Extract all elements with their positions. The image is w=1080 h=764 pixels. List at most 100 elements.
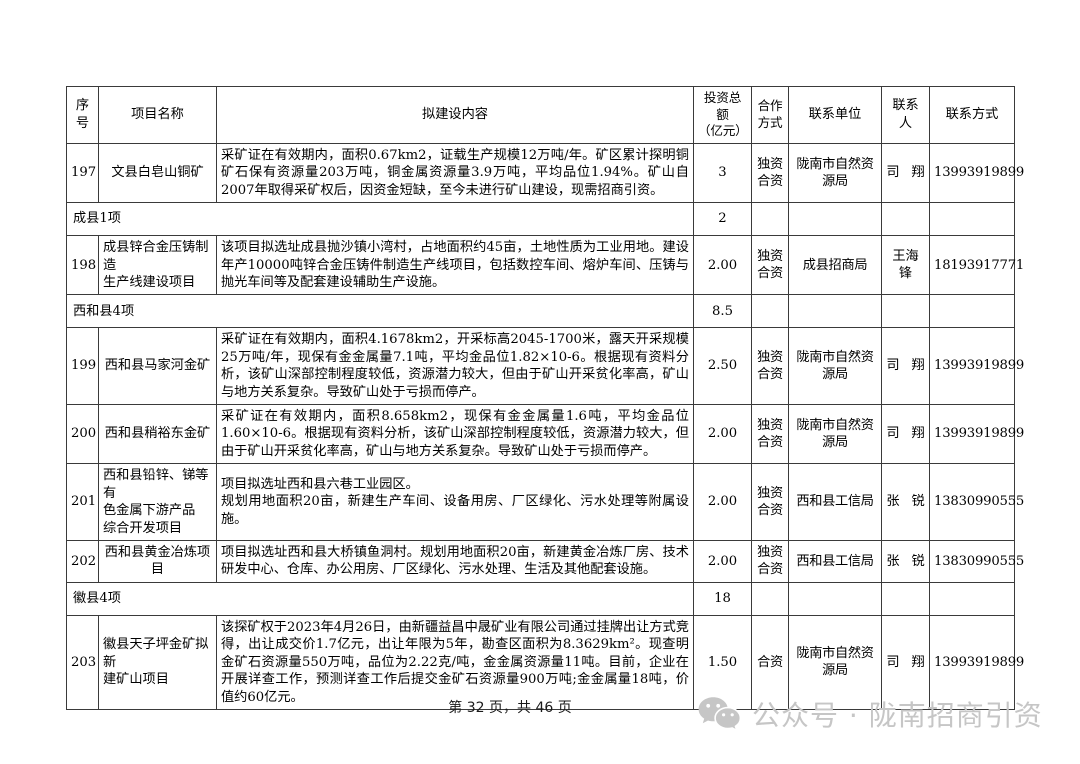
mode-line2: 合资 bbox=[757, 367, 783, 383]
column-header-contact-unit: 联系单位 bbox=[788, 86, 882, 144]
project-name-line1: 徽县天子坪金矿拟新 bbox=[103, 637, 209, 670]
row-project-name: 西和县稍裕东金矿 bbox=[98, 404, 217, 465]
row-contact-phone: 13993919899 bbox=[929, 404, 1024, 465]
group-phone-empty bbox=[929, 581, 1015, 616]
row-sequence: 197 bbox=[66, 142, 99, 204]
row-contact-phone: 13830990555 bbox=[929, 463, 1024, 541]
row-investment-amount: 2.00 bbox=[693, 404, 752, 465]
row-description: 项目拟选址西和县六巷工业园区。 规划用地面积20亩，新建生产车间、设备用房、厂区… bbox=[216, 463, 694, 541]
row-contact-phone: 13993919899 bbox=[929, 327, 1024, 406]
row-contact-unit: 西和县工信局 bbox=[788, 463, 882, 541]
person-givenname: 翔 bbox=[911, 165, 925, 181]
column-header-cooperation-mode: 合作 方式 bbox=[751, 86, 789, 144]
row-cooperation-mode: 独资 合资 bbox=[751, 540, 789, 583]
row-description: 采矿证在有效期内，面积0.67km2，证载生产规模12万吨/年。矿区累计探明铜矿… bbox=[216, 142, 694, 204]
group-mode-empty bbox=[751, 202, 789, 237]
row-investment-amount: 2.00 bbox=[693, 463, 752, 541]
mode-line1: 独资 bbox=[757, 248, 783, 264]
unit-line1: 陇南市自然资 bbox=[796, 349, 874, 365]
row-contact-person: 司翔 bbox=[881, 327, 930, 406]
unit-line1: 陇南市自然资 bbox=[796, 645, 874, 661]
row-contact-person: 张锐 bbox=[881, 540, 930, 583]
group-row: 徽县4项 18 bbox=[66, 581, 1015, 616]
row-contact-phone: 13830990555 bbox=[929, 540, 1024, 583]
mode-line1: 独资 bbox=[757, 156, 783, 172]
person-surname: 司 bbox=[886, 654, 900, 670]
column-header-seq: 序号 bbox=[66, 86, 99, 144]
watermark: 公众号 · 陇南招商引资 bbox=[697, 694, 1043, 734]
description-line2: 规划用地面积20亩，新建生产车间、设备用房、厂区绿化、污水处理等附属设施。 bbox=[221, 494, 689, 527]
row-contact-unit: 陇南市自然资 源局 bbox=[788, 614, 882, 710]
row-contact-unit: 成县招商局 bbox=[788, 235, 882, 296]
row-contact-unit: 西和县工信局 bbox=[788, 540, 882, 583]
unit-line2: 源局 bbox=[822, 435, 848, 451]
person-surname: 司 bbox=[886, 165, 900, 181]
table-row: 202 西和县黄金冶炼项目 项目拟选址西和县大桥镇鱼洞村。规划用地面积20亩，新… bbox=[66, 540, 1024, 583]
row-sequence: 202 bbox=[66, 540, 99, 583]
row-cooperation-mode: 合资 bbox=[751, 614, 789, 710]
row-description: 项目拟选址西和县大桥镇鱼洞村。规划用地面积20亩，新建黄金冶炼厂房、技术研发中心… bbox=[216, 540, 694, 583]
unit-line2: 源局 bbox=[822, 173, 848, 189]
table-header: 序号 项目名称 拟建设内容 投资总额 （亿元） 合作 方式 联系单位 联系人 联… bbox=[66, 86, 1015, 144]
project-name-line2: 生产线建设项目 bbox=[103, 274, 196, 290]
row-project-name: 文县白皂山铜矿 bbox=[98, 142, 217, 204]
project-name-line1: 西和县铅锌、锑等有 bbox=[103, 468, 209, 501]
unit-line1: 陇南市自然资 bbox=[796, 417, 874, 433]
investment-projects-table: 序号 项目名称 拟建设内容 投资总额 （亿元） 合作 方式 联系单位 联系人 联… bbox=[66, 86, 1024, 710]
row-cooperation-mode: 独资 合资 bbox=[751, 327, 789, 406]
person-surname: 张 bbox=[886, 553, 900, 569]
group-row: 西和县4项 8.5 bbox=[66, 294, 1015, 329]
person-givenname: 翔 bbox=[911, 426, 925, 442]
row-project-name: 西和县黄金冶炼项目 bbox=[98, 540, 217, 583]
page-number-footer: 第 32 页，共 46 页 bbox=[448, 700, 572, 716]
row-contact-unit: 陇南市自然资 源局 bbox=[788, 327, 882, 406]
mode-line2: 合资 bbox=[757, 503, 783, 519]
group-label: 徽县4项 bbox=[66, 581, 694, 616]
watermark-text: 公众号 · 陇南招商引资 bbox=[752, 699, 1043, 732]
project-name-line2: 建矿山项目 bbox=[103, 672, 169, 688]
mode-line2: 合资 bbox=[757, 173, 783, 189]
mode-line1: 独资 bbox=[757, 417, 783, 433]
column-header-project-name: 项目名称 bbox=[98, 86, 217, 144]
group-amount: 18 bbox=[693, 581, 752, 616]
person-surname: 司 bbox=[886, 426, 900, 442]
person-surname: 张 bbox=[886, 494, 900, 510]
group-phone-empty bbox=[929, 294, 1015, 329]
row-cooperation-mode: 独资 合资 bbox=[751, 142, 789, 204]
group-mode-empty bbox=[751, 294, 789, 329]
mode-line1: 独资 bbox=[757, 545, 783, 560]
mode-line2: 合资 bbox=[757, 562, 783, 578]
row-investment-amount: 2.50 bbox=[693, 327, 752, 406]
column-header-mode-line2: 方式 bbox=[757, 114, 783, 130]
mode-line1: 独资 bbox=[757, 349, 783, 365]
unit-line2: 源局 bbox=[822, 663, 848, 679]
column-header-description: 拟建设内容 bbox=[216, 86, 694, 144]
person-givenname: 锐 bbox=[911, 553, 925, 569]
mode-line1: 独资 bbox=[757, 485, 783, 501]
row-contact-person: 司翔 bbox=[881, 142, 930, 204]
row-contact-phone: 13993919899 bbox=[929, 142, 1024, 204]
table-row: 203 徽县天子坪金矿拟新 建矿山项目 该探矿权于2023年4月26日，由新疆益… bbox=[66, 614, 1024, 710]
row-description: 该项目拟选址成县抛沙镇小湾村，占地面积约45亩，土地性质为工业用地。建设年产10… bbox=[216, 235, 694, 296]
row-contact-person: 司翔 bbox=[881, 404, 930, 465]
wechat-icon bbox=[697, 695, 743, 733]
row-project-name: 西和县马家河金矿 bbox=[98, 327, 217, 406]
row-project-name: 西和县铅锌、锑等有 色金属下游产品 综合开发项目 bbox=[98, 463, 217, 541]
row-contact-person: 张锐 bbox=[881, 463, 930, 541]
group-amount: 2 bbox=[693, 202, 752, 237]
table-row: 198 成县锌合金压铸制造 生产线建设项目 该项目拟选址成县抛沙镇小湾村，占地面… bbox=[66, 235, 1024, 296]
mode-line2: 合资 bbox=[757, 266, 783, 282]
row-investment-amount: 2.00 bbox=[693, 235, 752, 296]
column-header-amount-line2: （亿元） bbox=[698, 123, 748, 139]
row-sequence: 201 bbox=[66, 463, 99, 541]
group-amount: 8.5 bbox=[693, 294, 752, 329]
person-surname: 司 bbox=[886, 358, 900, 374]
row-project-name: 成县锌合金压铸制造 生产线建设项目 bbox=[98, 235, 217, 296]
column-header-amount-line1: 投资总额 bbox=[703, 90, 742, 122]
row-investment-amount: 3 bbox=[693, 142, 752, 204]
table-row: 199 西和县马家河金矿 采矿证在有效期内，面积4.1678km2，开采标高20… bbox=[66, 327, 1024, 406]
row-investment-amount: 2.00 bbox=[693, 540, 752, 583]
group-unit-empty bbox=[788, 581, 882, 616]
row-contact-phone: 13993919899 bbox=[929, 614, 1024, 710]
row-contact-person: 王海锋 bbox=[881, 235, 930, 296]
